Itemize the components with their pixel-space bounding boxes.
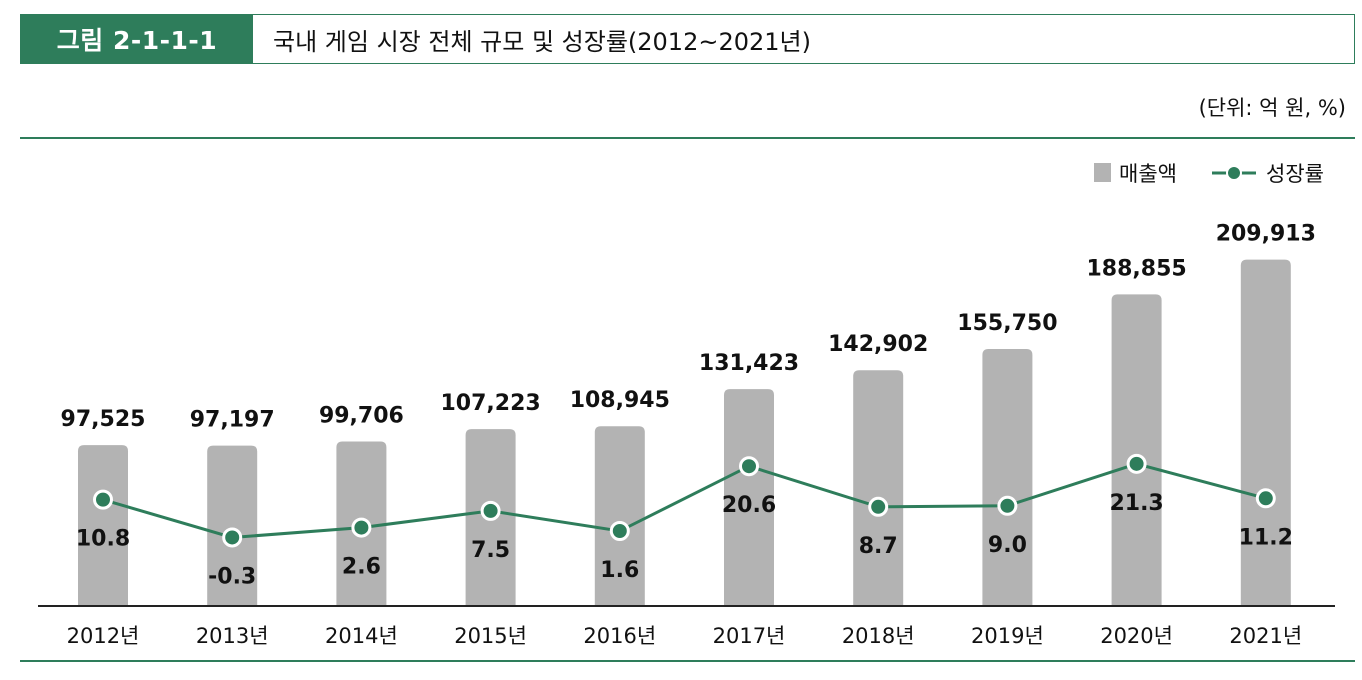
growth-value-label: 21.3 [1109, 491, 1163, 516]
x-tick-label: 2018년 [842, 624, 915, 648]
legend-line-marker [1226, 165, 1242, 181]
bar-value-label: 131,423 [699, 351, 799, 376]
growth-rate-line [102, 462, 1267, 539]
bar-value-label: 188,855 [1086, 256, 1186, 281]
bar-value-label: 97,525 [61, 407, 146, 432]
bar-2016년 [594, 426, 645, 606]
growth-value-label: 20.6 [722, 493, 776, 518]
growth-value-label: 1.6 [600, 558, 639, 583]
legend-line-label: 성장률 [1266, 162, 1324, 186]
bar-2021년 [1240, 259, 1291, 606]
x-tick-label: 2017년 [713, 624, 786, 648]
growth-point-2016년 [609, 521, 630, 541]
bar-value-label: 142,902 [828, 332, 928, 357]
figure-label: 그림 2-1-1-1 [21, 15, 253, 63]
growth-value-label: 2.6 [342, 555, 381, 580]
growth-point-2020년 [1126, 453, 1147, 474]
x-tick-label: 2016년 [583, 624, 656, 648]
bar-value-label: 108,945 [570, 388, 670, 413]
bar-value-label: 107,223 [440, 391, 540, 416]
growth-value-label: 7.5 [471, 538, 510, 563]
growth-point-2013년 [222, 527, 243, 548]
legend-bar-label: 매출액 [1119, 162, 1177, 186]
growth-point-2017년 [739, 456, 759, 477]
growth-point-2021년 [1255, 488, 1276, 509]
x-tick-label: 2015년 [454, 624, 527, 648]
x-tick-label: 2020년 [1100, 624, 1173, 648]
x-tick-label: 2013년 [196, 624, 269, 648]
growth-point-2018년 [868, 496, 889, 517]
bar-value-label: 99,706 [319, 403, 404, 428]
bar-2018년 [853, 370, 904, 606]
growth-point-2019년 [997, 495, 1018, 516]
bar-value-label: 209,913 [1216, 222, 1316, 247]
bar-2013년 [207, 445, 258, 606]
x-tick-label: 2019년 [971, 624, 1044, 648]
growth-point-2012년 [93, 489, 113, 510]
top-divider [20, 137, 1355, 139]
unit-label: (단위: 억 원, %) [1198, 96, 1346, 120]
growth-value-label: 10.8 [76, 527, 130, 552]
legend-bar-swatch [1094, 163, 1111, 182]
figure-title: 국내 게임 시장 전체 규모 및 성장률(2012~2021년) [273, 27, 811, 56]
growth-value-label: -0.3 [208, 564, 256, 589]
x-tick-label: 2014년 [325, 624, 398, 648]
growth-value-label: 11.2 [1239, 525, 1293, 550]
growth-point-2014년 [351, 517, 372, 538]
bar-2017년 [724, 389, 774, 606]
bar-value-label: 155,750 [957, 311, 1057, 336]
bar-2019년 [982, 349, 1033, 606]
bar-2012년 [78, 445, 128, 606]
growth-value-label: 9.0 [988, 533, 1027, 558]
x-tick-label: 2021년 [1229, 624, 1302, 648]
growth-value-label: 8.7 [859, 534, 898, 559]
growth-point-2015년 [480, 500, 501, 521]
figure-header: 그림 2-1-1-1 국내 게임 시장 전체 규모 및 성장률(2012~202… [20, 14, 1355, 64]
bar-2020년 [1111, 294, 1162, 606]
bar-value-label: 97,197 [190, 408, 275, 433]
x-tick-label: 2012년 [67, 624, 140, 648]
bottom-divider [20, 660, 1355, 662]
